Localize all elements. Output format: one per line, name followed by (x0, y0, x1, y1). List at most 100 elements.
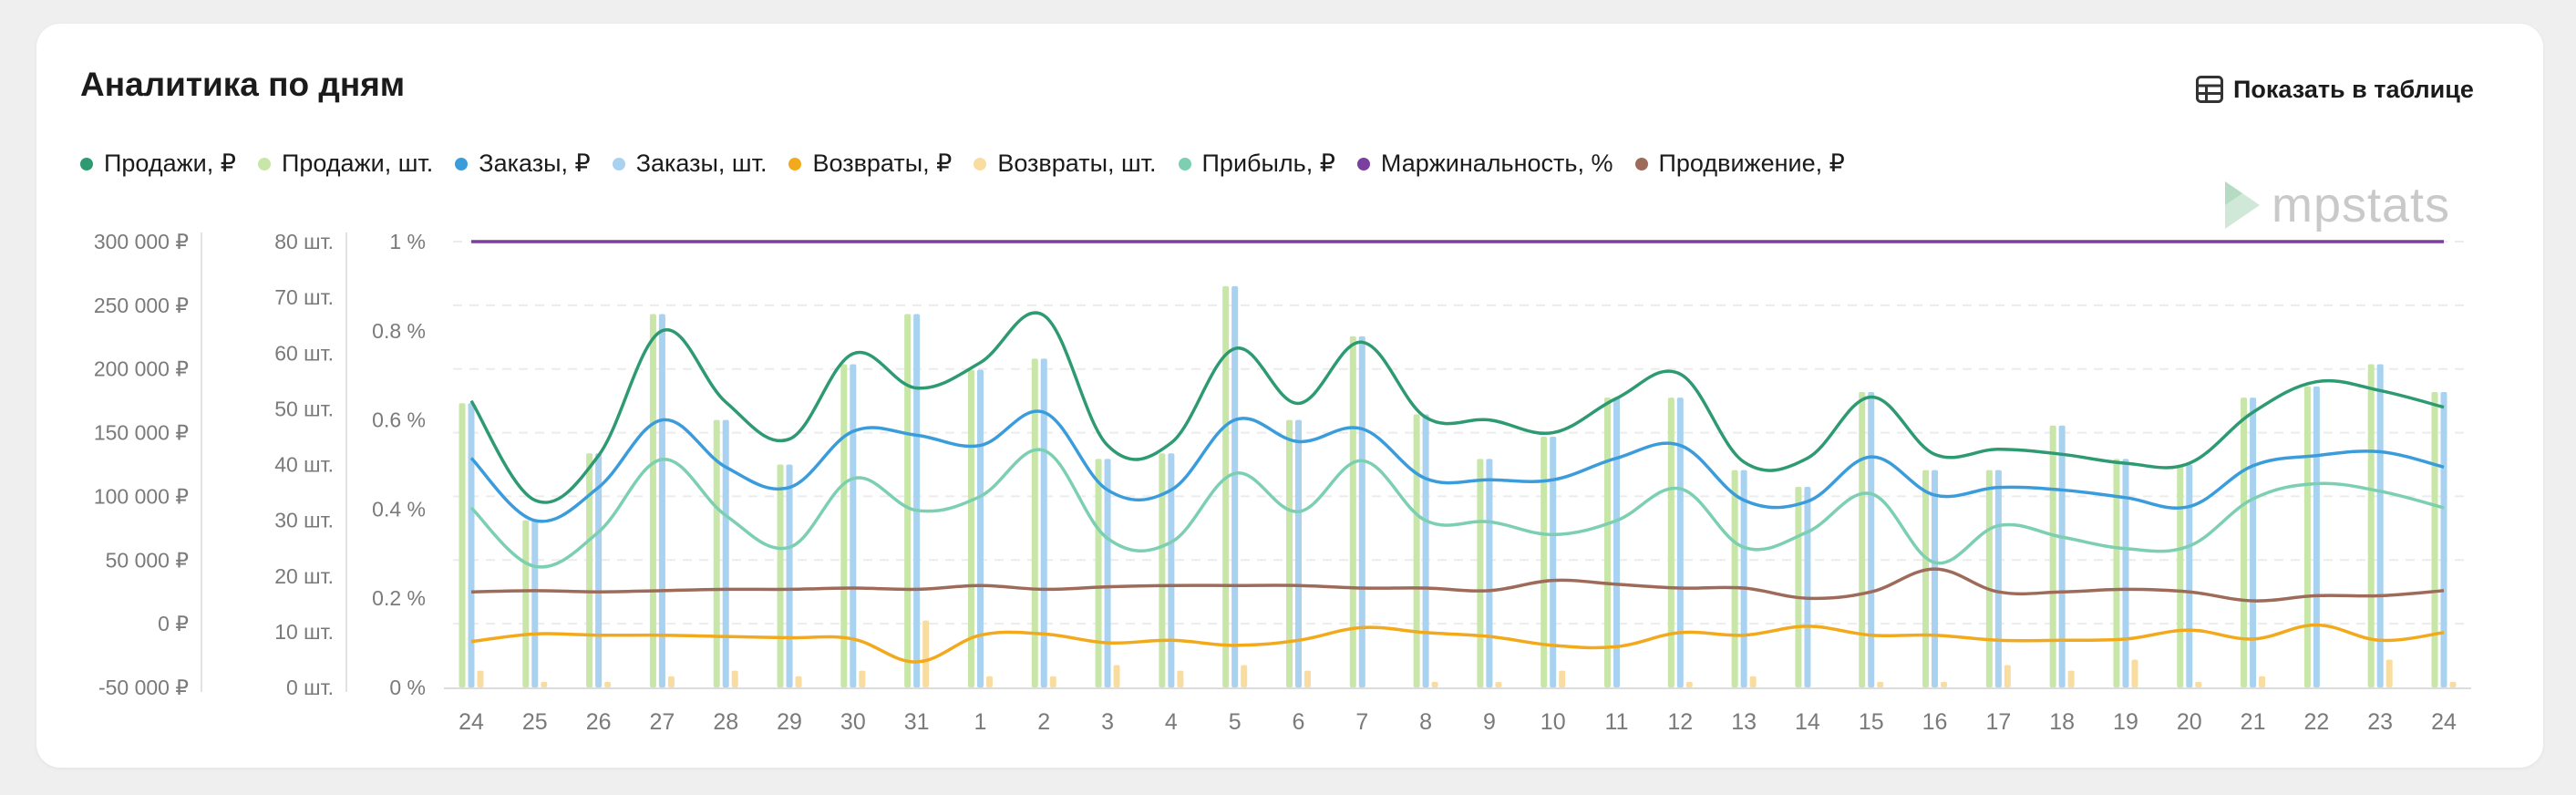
returns-pcs-bar (1241, 665, 1248, 687)
returns-pcs-bar (1431, 681, 1438, 687)
orders-pcs-bar (468, 403, 475, 687)
x-tick-label: 9 (1483, 709, 1496, 735)
legend-item-sales-pcs[interactable]: Продажи, шт. (257, 150, 433, 178)
orders-pcs-bar (1740, 470, 1747, 687)
sales-pcs-bar (1859, 392, 1866, 687)
sales-pcs-bar (649, 314, 656, 687)
x-tick-label: 28 (713, 709, 738, 735)
sales-pcs-bar (2241, 398, 2248, 687)
sales-pcs-bar (1285, 419, 1293, 687)
rub-axis-tick-label: 150 000 ₽ (94, 421, 189, 445)
legend-dot (1178, 157, 1191, 170)
legend-item-orders-rub[interactable]: Заказы, ₽ (455, 150, 591, 178)
legend-item-profit-rub[interactable]: Прибыль, ₽ (1178, 150, 1335, 178)
show-table-button[interactable]: Показать в таблице (2195, 71, 2474, 108)
chart-legend: Продажи, ₽ Продажи, шт. Заказы, ₽ Заказы, ш… (80, 150, 1867, 178)
returns-pcs-bar (2067, 670, 2075, 687)
orders-pcs-bar (722, 419, 729, 687)
orders-pcs-bar (2122, 459, 2129, 687)
sales-pcs-bar (1540, 436, 1548, 687)
legend-label: Продвижение, ₽ (1658, 150, 1845, 177)
pcs-axis-tick-label: 70 шт. (274, 285, 334, 309)
returns-pcs-bar (1877, 681, 1884, 687)
sales-pcs-bar (1159, 453, 1166, 687)
sales-pcs-bar (2303, 386, 2311, 687)
returns-pcs-bar (859, 670, 866, 687)
returns-pcs-bar (2385, 659, 2393, 687)
orders-pcs-bar (595, 453, 603, 687)
rub-axis-tick-label: -50 000 ₽ (98, 676, 189, 699)
returns-pcs-bar (541, 681, 548, 687)
x-tick-label: 27 (650, 709, 675, 735)
x-tick-label: 23 (2367, 709, 2393, 735)
orders-pcs-bar (531, 520, 539, 687)
legend-item-returns-rub[interactable]: Возвраты, ₽ (788, 150, 952, 178)
legend-label: Возвраты, шт. (997, 150, 1157, 177)
returns-pcs-bar (922, 620, 930, 687)
legend-dot (1634, 157, 1648, 170)
orders-pcs-bar (1294, 419, 1302, 687)
pct-axis-tick-label: 0.4 % (372, 497, 426, 521)
returns-pcs-bar (1303, 670, 1311, 687)
x-tick-label: 26 (586, 709, 612, 735)
sales-pcs-bar (1922, 470, 1930, 687)
pcs-axis-tick-label: 50 шт. (274, 397, 334, 420)
sales-pcs-bar (1604, 398, 1612, 687)
pcs-axis-tick-label: 0 шт. (286, 676, 334, 699)
orders-pcs-bar (976, 369, 984, 687)
show-table-label: Показать в таблице (2233, 75, 2474, 103)
sales-pcs-bar (967, 369, 974, 687)
orders-rub-line (469, 409, 2445, 523)
legend-label: Заказы, шт. (635, 150, 768, 177)
legend-item-orders-pcs[interactable]: Заказы, шт. (612, 150, 768, 178)
returns-pcs-bar (2131, 659, 2138, 687)
x-tick-label: 21 (2241, 709, 2266, 735)
legend-label: Продажи, ₽ (104, 150, 236, 177)
orders-pcs-bar (2313, 386, 2320, 687)
sales-pcs-bar (777, 464, 784, 687)
sales-rub-line (469, 311, 2445, 504)
orders-pcs-bar (913, 314, 921, 687)
legend-item-sales-rub[interactable]: Продажи, ₽ (80, 150, 236, 178)
x-tick-label: 12 (1667, 709, 1693, 735)
returns-rub-line (470, 623, 2445, 664)
orders-pcs-bar (1486, 459, 1493, 687)
x-tick-label: 15 (1859, 709, 1884, 735)
x-tick-label: 7 (1355, 709, 1368, 735)
returns-pcs-bar (2004, 665, 2011, 687)
x-tick-label: 22 (2303, 709, 2329, 735)
x-tick-label: 6 (1293, 709, 1305, 735)
sales-pcs-bar (713, 419, 720, 687)
x-tick-label: 3 (1101, 709, 1114, 735)
returns-pcs-bar (985, 676, 993, 687)
orders-pcs-bar (850, 364, 857, 687)
pcs-axis-tick-label: 80 шт. (274, 230, 334, 253)
orders-pcs-bar (1104, 459, 1111, 687)
rub-axis-tick-label: 250 000 ₽ (94, 294, 189, 317)
returns-pcs-bar (1113, 665, 1120, 687)
legend-dot (788, 157, 802, 170)
pct-axis-tick-label: 1 % (389, 230, 426, 253)
rub-axis-tick-label: 0 ₽ (158, 612, 189, 635)
sales-pcs-bar (1031, 358, 1038, 687)
sales-pcs-bar (2431, 392, 2438, 687)
legend-dot (974, 157, 987, 170)
legend-dot (80, 157, 93, 170)
orders-pcs-bar (2376, 364, 2384, 687)
sales-pcs-bar (1667, 398, 1674, 687)
orders-pcs-bar (1040, 358, 1047, 687)
legend-item-returns-pcs[interactable]: Возвраты, шт. (974, 150, 1157, 178)
x-tick-label: 17 (1985, 709, 2011, 735)
legend-label: Возвраты, ₽ (812, 150, 953, 177)
chart-title: Аналитика по дням (80, 66, 406, 103)
legend-item-margin-pct[interactable]: Маржинальность, % (1356, 150, 1613, 178)
x-tick-label: 8 (1419, 709, 1432, 735)
sales-pcs-bar (1477, 459, 1484, 687)
sales-pcs-bar (522, 520, 530, 687)
sales-pcs-bar (2049, 425, 2056, 687)
legend-label: Заказы, ₽ (479, 150, 591, 177)
legend-item-promo-rub[interactable]: Продвижение, ₽ (1634, 150, 1845, 178)
x-tick-label: 19 (2113, 709, 2138, 735)
returns-pcs-bar (2449, 681, 2457, 687)
